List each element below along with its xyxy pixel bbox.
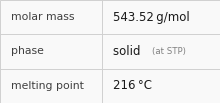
Text: molar mass: molar mass: [11, 12, 75, 22]
Text: 543.52 g/mol: 543.52 g/mol: [113, 11, 190, 24]
Text: (at STP): (at STP): [152, 47, 186, 56]
Text: 216 °C: 216 °C: [113, 79, 152, 92]
Text: solid: solid: [113, 45, 148, 58]
Text: melting point: melting point: [11, 81, 84, 91]
Text: phase: phase: [11, 46, 44, 57]
